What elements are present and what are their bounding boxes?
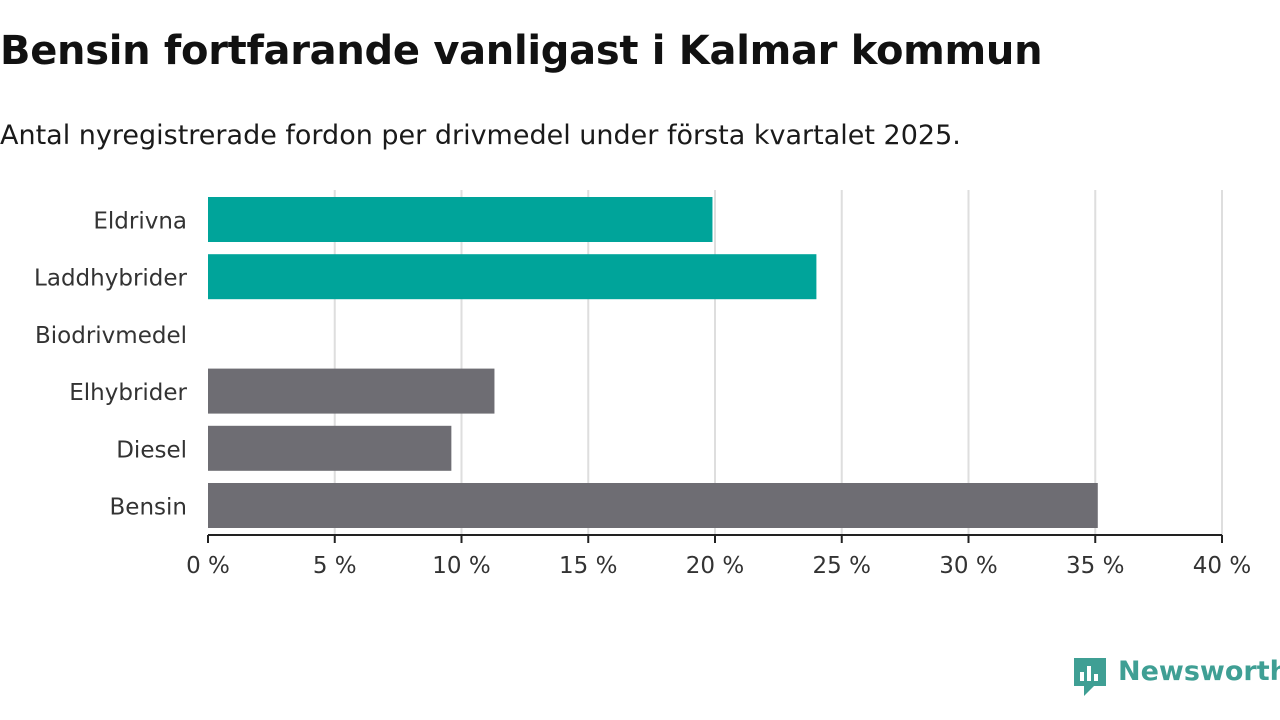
chart-subtitle: Antal nyregistrerade fordon per drivmede… (0, 120, 961, 151)
category-label: Diesel (116, 437, 187, 463)
bar (208, 425, 452, 471)
bar (208, 197, 713, 242)
x-tick-label: 5 % (313, 553, 357, 579)
newsworthy-logo-icon (1074, 658, 1106, 696)
bar (208, 368, 495, 414)
x-tick-label: 15 % (559, 553, 617, 579)
category-label: Laddhybrider (34, 266, 187, 292)
category-labels: Eldrivna Laddhybrider Biodrivmedel Elhybrid… (34, 209, 187, 521)
bars (208, 197, 1098, 528)
x-tick-label: 30 % (939, 553, 997, 579)
bar (208, 483, 1098, 528)
gridlines (333, 190, 1223, 535)
bar (208, 254, 817, 300)
x-tick-label: 35 % (1066, 553, 1124, 579)
x-tick-label: 0 % (186, 553, 230, 579)
newsworthy-brand: Newsworthy (1072, 654, 1280, 698)
x-tick-label: 25 % (813, 553, 871, 579)
category-label: Eldrivna (93, 209, 187, 235)
x-axis: 0 % 5 % 10 % 15 % 20 % 25 % 30 % 35 % 40 % (186, 534, 1251, 579)
brand-name: Newsworthy (1118, 656, 1280, 687)
category-label: Bensin (110, 495, 187, 521)
x-tick-label: 10 % (432, 553, 490, 579)
chart-title: Bensin fortfarande vanligast i Kalmar ko… (0, 28, 1043, 74)
x-tick-label: 20 % (686, 553, 744, 579)
category-label: Elhybrider (69, 380, 187, 406)
category-label: Biodrivmedel (35, 323, 187, 349)
x-tick-label: 40 % (1193, 553, 1251, 579)
bar-chart: 0 % 5 % 10 % 15 % 20 % 25 % 30 % 35 % 40 % Eldri… (34, 190, 1251, 579)
